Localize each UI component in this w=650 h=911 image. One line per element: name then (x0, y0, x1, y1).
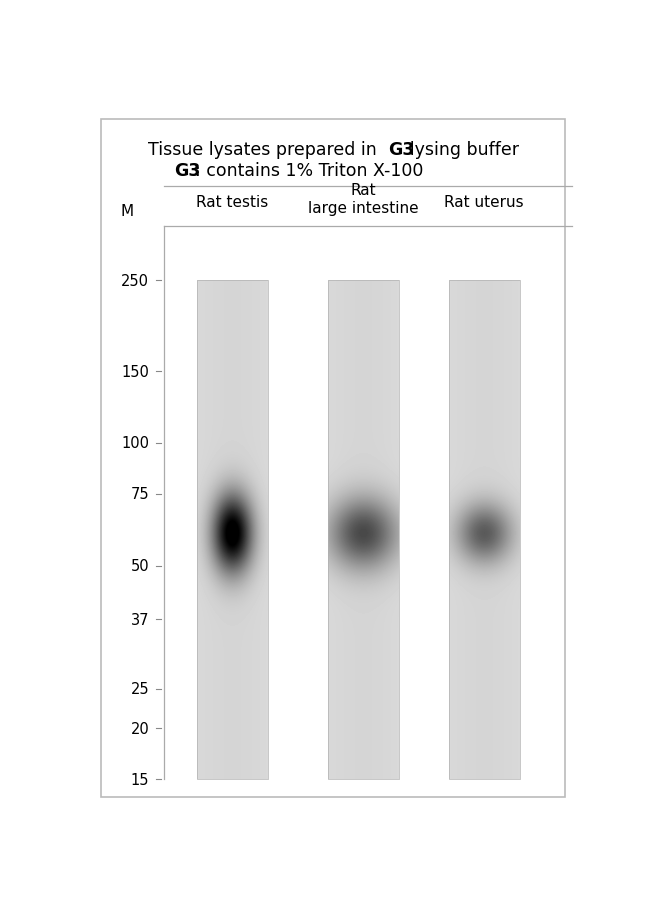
Text: 100: 100 (122, 435, 150, 451)
Text: G3: G3 (388, 141, 414, 159)
Text: 150: 150 (122, 364, 150, 379)
Text: G3: G3 (174, 162, 201, 180)
Text: 15: 15 (131, 772, 150, 787)
Text: 25: 25 (131, 681, 150, 696)
Text: Rat testis: Rat testis (196, 195, 268, 210)
Text: 75: 75 (131, 486, 150, 502)
Text: 20: 20 (131, 721, 150, 736)
Text: M: M (120, 203, 133, 219)
Bar (328, 281, 398, 779)
Text: 50: 50 (131, 558, 150, 574)
Text: Tissue lysates prepared in      lysing buffer: Tissue lysates prepared in lysing buffer (148, 141, 519, 159)
Text: Rat
large intestine: Rat large intestine (308, 183, 419, 215)
Text: Rat uterus: Rat uterus (445, 195, 524, 210)
Text: 250: 250 (122, 273, 150, 289)
Bar (197, 281, 268, 779)
Text: 37: 37 (131, 612, 150, 627)
Text: : contains 1% Triton X-100: : contains 1% Triton X-100 (194, 162, 423, 180)
Bar (449, 281, 519, 779)
